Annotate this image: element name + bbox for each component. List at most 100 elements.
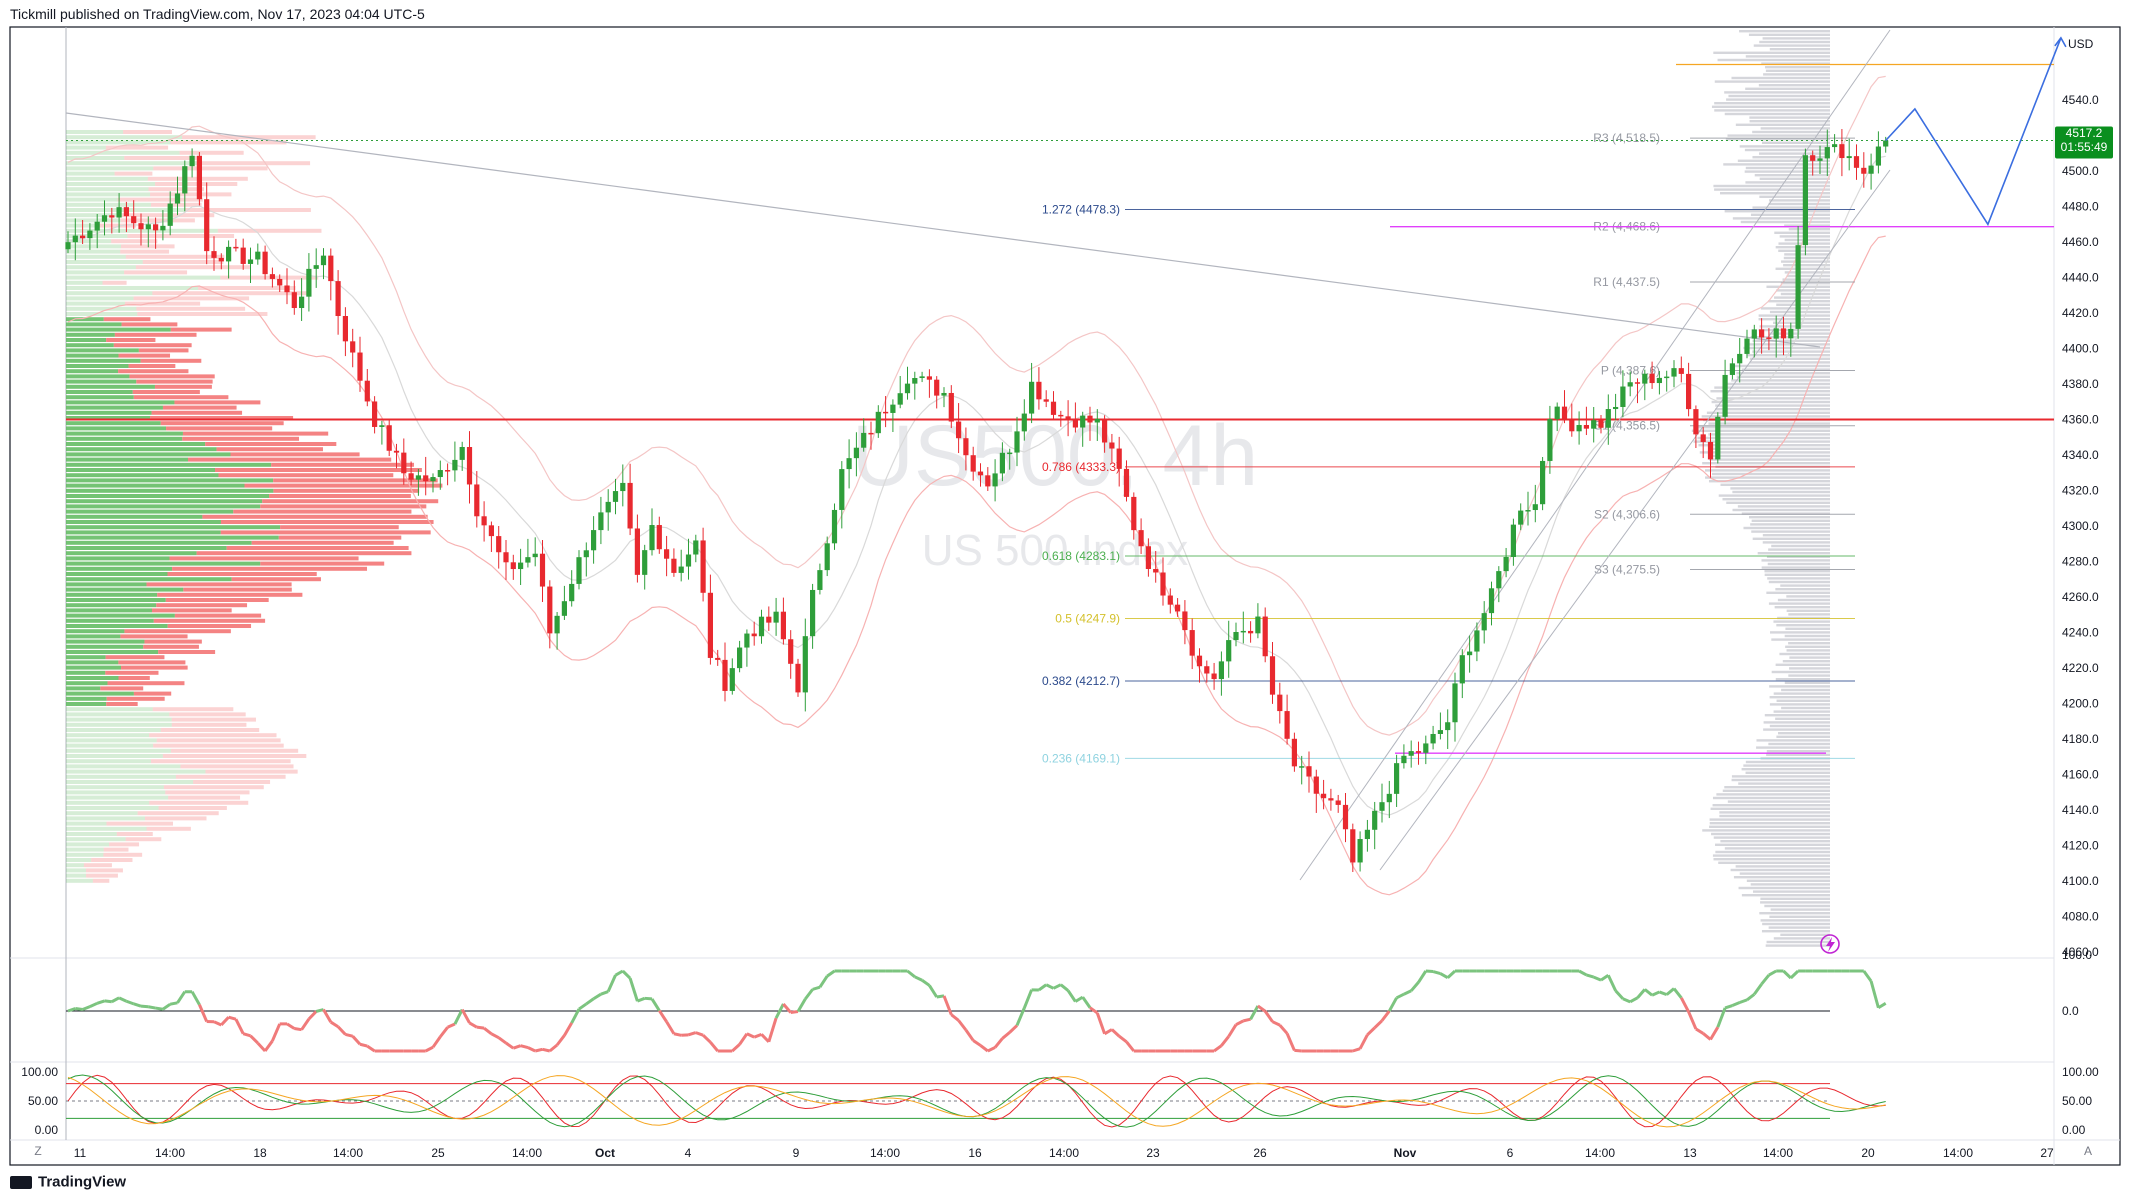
last-price: 4517.2 <box>2066 126 2103 140</box>
volume-profile-bar <box>1769 696 1830 699</box>
oscillator-line <box>1417 970 1428 984</box>
volume-profile-bar <box>1770 908 1830 911</box>
oscillator-line <box>578 1002 588 1011</box>
volume-profile-bar <box>106 702 138 706</box>
volume-profile-bar <box>1745 166 1830 170</box>
time-axis[interactable]: 11 14:00 18 14:00 25 14:00 Oct 4 9 14:00 16 14:00 23… <box>74 1146 2054 1160</box>
price-tick: 4500.0 <box>2062 164 2099 178</box>
volume-profile-bar <box>66 629 125 634</box>
brand-name: TradingView <box>38 1173 127 1191</box>
candle-body <box>1510 524 1516 557</box>
oscillator-line <box>294 1027 302 1032</box>
oscillator-line <box>483 1026 493 1035</box>
candle-body <box>722 659 728 691</box>
volume-profile-bar <box>118 660 186 665</box>
oscillator-line <box>1753 983 1763 996</box>
volume-profile-bar <box>1699 451 1830 454</box>
candle-body <box>795 663 801 693</box>
volume-profile-bar <box>170 327 232 332</box>
a-button[interactable]: A <box>2084 1144 2092 1158</box>
volume-profile-bar <box>1714 109 1830 112</box>
volume-profile-bar <box>1713 858 1830 861</box>
oscillator-line <box>1227 1023 1238 1038</box>
candle-body <box>810 589 816 637</box>
candle-body <box>853 447 859 459</box>
oscillator-line <box>555 1034 566 1046</box>
candle-body <box>1744 338 1750 354</box>
price-tick: 4400.0 <box>2062 342 2099 356</box>
volume-profile-bar <box>273 478 438 483</box>
candle-body <box>1802 155 1808 246</box>
oscillator-line <box>702 1034 712 1044</box>
volume-profile-bar <box>170 748 299 753</box>
volume-profile-bar <box>66 873 87 878</box>
volume-profile-bar <box>1751 519 1830 522</box>
volume-profile-bar <box>1731 775 1830 778</box>
volume-profile-bar <box>66 702 107 706</box>
candle-body <box>605 501 611 513</box>
candle-body <box>1072 418 1078 428</box>
stoch-tick: 50.00 <box>2062 1094 2092 1108</box>
candle-body <box>1445 722 1451 731</box>
level-label: 0.786 (4333.3) <box>1042 460 1120 474</box>
oscillator-line <box>497 1036 507 1045</box>
volume-profile-bar <box>109 842 140 847</box>
lightning-icon[interactable] <box>1820 934 1840 954</box>
oscillator-line <box>1768 969 1777 977</box>
volume-profile-bar <box>66 244 121 249</box>
candle-body <box>1569 418 1575 432</box>
volume-profile-bar <box>142 260 224 264</box>
candle-body <box>1561 406 1568 419</box>
volume-profile-bar <box>1759 40 1830 44</box>
oscillator-line <box>1271 1020 1281 1027</box>
candle-body <box>459 447 465 460</box>
oscillator-line <box>1636 988 1646 999</box>
volume-profile-bar <box>1710 390 1830 393</box>
candle-body <box>1518 510 1524 525</box>
volume-profile-bar <box>1724 210 1830 213</box>
candle-body <box>1722 374 1728 417</box>
candle-body <box>182 166 188 194</box>
oscillator-line <box>1038 983 1048 992</box>
volume-profile-bar <box>66 343 114 348</box>
oscillator-line <box>1782 969 1792 980</box>
candle-body <box>649 525 655 551</box>
price-axis[interactable]: 4060.0 4080.0 4100.0 4120.0 4140.0 4160.0 4180… <box>2062 93 2099 959</box>
oscillator-line <box>1593 975 1602 982</box>
volume-profile-bar <box>105 145 169 150</box>
tradingview-logo[interactable]: TradingView <box>10 1173 126 1191</box>
candle-body <box>299 296 305 309</box>
candle-body <box>1766 337 1772 339</box>
candle-body <box>452 459 458 471</box>
band-line <box>67 235 1886 896</box>
volume-profile-bar <box>1788 642 1830 645</box>
candle-body <box>1649 373 1655 384</box>
candle-body <box>1007 452 1013 455</box>
volume-profile-bar <box>182 431 329 436</box>
stoch-line <box>67 1075 1886 1128</box>
volume-profile-bar <box>183 587 292 592</box>
oscillator-line <box>155 1006 164 1011</box>
volume-profile-bar <box>1758 314 1830 317</box>
volume-profile-bar <box>100 686 144 691</box>
volume-profile-bar <box>1713 51 1830 54</box>
candle-body <box>992 473 998 487</box>
volume-profile-bar <box>1741 768 1830 771</box>
volume-profile-bar <box>1765 66 1830 69</box>
volume-profile-bar <box>260 561 385 566</box>
volume-profile-bar <box>1752 537 1830 540</box>
candle-body <box>357 352 363 381</box>
oscillator-line <box>133 1002 142 1008</box>
volume-profile-bar <box>66 421 161 426</box>
volume-profile-bar <box>1731 379 1830 382</box>
candle-body <box>539 553 546 587</box>
volume-profile-bar <box>1706 411 1830 414</box>
volume-profile-bar <box>66 296 134 301</box>
candle-body <box>620 482 626 492</box>
oscillator-line <box>650 998 661 1012</box>
z-button[interactable]: Z <box>34 1144 41 1158</box>
volume-profile-bar <box>66 650 159 654</box>
volume-profile-bar <box>1788 674 1830 677</box>
volume-profile-bar <box>148 187 205 192</box>
oscillator-line <box>804 988 814 1000</box>
